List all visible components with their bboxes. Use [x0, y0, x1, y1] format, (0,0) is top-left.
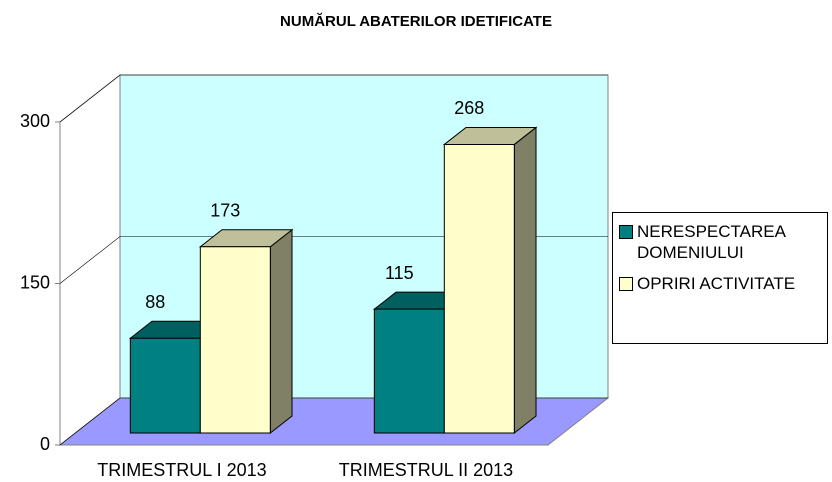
legend-label: OPRIRI ACTIVITATE — [637, 274, 796, 293]
y-tick-label: 0 — [40, 434, 50, 454]
value-label: 88 — [145, 292, 165, 312]
legend-item: OPRIRI ACTIVITATE — [619, 273, 821, 294]
legend-label: NERESPECTAREA DOMENIULUI — [637, 222, 786, 262]
bar-front — [373, 308, 445, 434]
bar-front — [443, 143, 515, 434]
y-tick-label: 300 — [20, 111, 50, 131]
chart-title: NUMĂRUL ABATERILOR IDETIFICATE — [280, 13, 552, 30]
x-tick-label: TRIMESTRUL II 2013 — [339, 460, 513, 480]
legend-swatch — [619, 277, 633, 291]
y-tick-label: 150 — [20, 272, 50, 292]
bar — [198, 228, 294, 435]
value-label: 173 — [210, 200, 240, 220]
x-tick-label: TRIMESTRUL I 2013 — [97, 460, 266, 480]
value-label: 115 — [385, 263, 414, 283]
bar-front — [129, 337, 201, 434]
bar-side — [269, 228, 293, 435]
value-label: 268 — [454, 98, 484, 118]
legend-item: NERESPECTAREA DOMENIULUI — [619, 221, 821, 263]
bar — [442, 126, 538, 435]
legend: NERESPECTAREA DOMENIULUI OPRIRI ACTIVITAT… — [612, 212, 828, 344]
legend-swatch — [619, 225, 633, 239]
grid-line — [59, 74, 608, 123]
bar-side — [513, 126, 537, 435]
bar-front — [199, 246, 271, 434]
